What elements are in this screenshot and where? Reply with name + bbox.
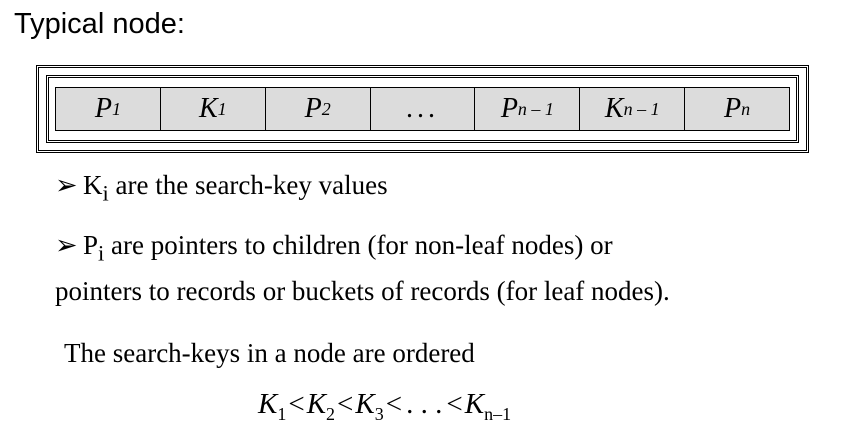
bullet-var: K bbox=[83, 170, 103, 200]
bullet-var-subscript: i bbox=[98, 240, 105, 266]
cell-subscript: n – 1 bbox=[623, 98, 660, 119]
arrow-bullet-icon: ➢ bbox=[55, 170, 78, 200]
page-title: Typical node: bbox=[14, 8, 185, 40]
bullet-text-line2: pointers to records or buckets of record… bbox=[55, 276, 670, 307]
formula-operator: < bbox=[337, 388, 354, 420]
formula-subscript: 2 bbox=[326, 403, 336, 424]
ordering-formula: K1<K2<K3<. . . <Kn–1 bbox=[258, 388, 511, 425]
formula-term: K bbox=[306, 388, 327, 420]
formula-subscript: n–1 bbox=[484, 403, 512, 424]
formula-operator: < bbox=[385, 388, 403, 420]
bullet-var: P bbox=[83, 230, 99, 260]
cell-subscript: 1 bbox=[217, 98, 227, 119]
bullet-pointers: ➢ Pi are pointers to children (for non-le… bbox=[55, 226, 670, 310]
formula-term: K bbox=[355, 388, 375, 420]
cell-base: P bbox=[94, 93, 112, 124]
cell-base: P bbox=[724, 93, 742, 124]
arrow-bullet-icon: ➢ bbox=[55, 230, 78, 260]
bullet-text: are pointers to children (for non-leaf n… bbox=[104, 230, 613, 260]
bullet-keys: ➢ Ki are the search-key values bbox=[55, 170, 388, 206]
cell-base: K bbox=[198, 93, 218, 124]
cell-subscript: n – 1 bbox=[517, 98, 554, 119]
formula-subscript: 3 bbox=[374, 403, 384, 424]
cell-subscript: 1 bbox=[111, 98, 121, 119]
cell-base: ... bbox=[406, 93, 439, 124]
formula-term: K bbox=[464, 388, 485, 420]
node-cell-ellipsis: ... bbox=[370, 87, 476, 131]
cell-subscript: 2 bbox=[321, 98, 331, 119]
bullet-var-subscript: i bbox=[102, 180, 109, 206]
formula-operator: < bbox=[446, 388, 463, 420]
formula-operator: < bbox=[288, 388, 305, 420]
cell-base: P bbox=[304, 93, 322, 124]
cell-subscript: n bbox=[741, 98, 751, 119]
bullet-text: are the search-key values bbox=[108, 170, 388, 200]
cell-base: K bbox=[604, 93, 624, 124]
cell-base: P bbox=[500, 93, 518, 124]
formula-subscript: 1 bbox=[277, 403, 287, 424]
formula-ellipsis: . . . bbox=[406, 388, 443, 420]
formula-term: K bbox=[258, 388, 278, 420]
ordered-statement: The search-keys in a node are ordered bbox=[64, 338, 475, 368]
